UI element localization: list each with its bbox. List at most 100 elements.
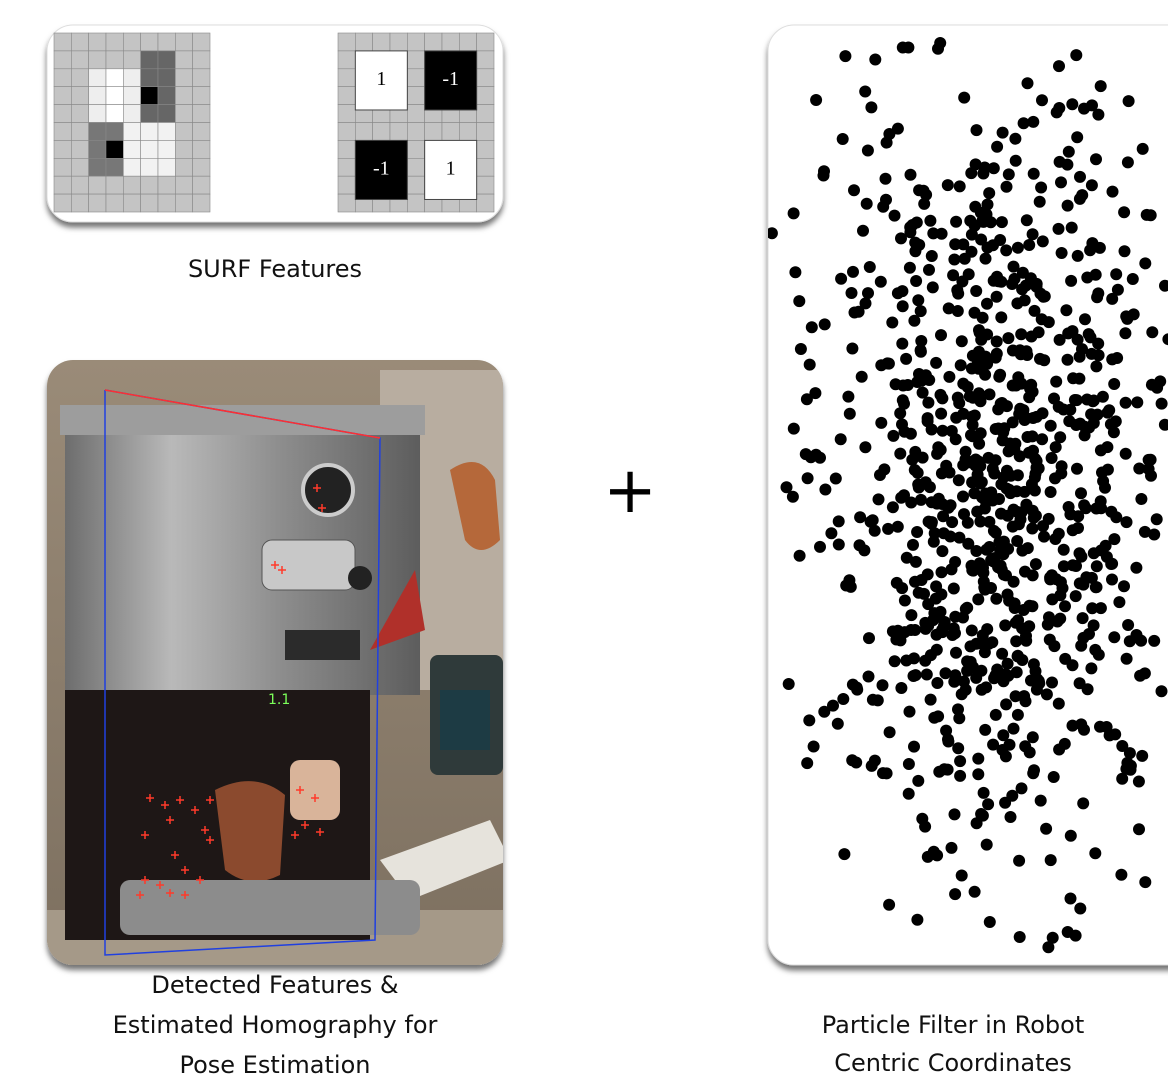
particle (845, 581, 857, 593)
particle (1031, 411, 1043, 423)
particle (1034, 353, 1046, 365)
grid-cell (407, 33, 424, 51)
particle (954, 755, 966, 767)
photo: 1.1 (47, 360, 510, 970)
particle (1071, 131, 1083, 143)
particle (907, 539, 919, 551)
grid-cell (158, 51, 175, 69)
particle (1105, 558, 1117, 570)
particle (1120, 448, 1132, 460)
particle (904, 262, 916, 274)
particle (1045, 486, 1057, 498)
particle (863, 632, 875, 644)
grid-cell (425, 123, 442, 141)
particle (915, 346, 927, 358)
particle (1074, 577, 1086, 589)
particle (1022, 542, 1034, 554)
particle (956, 870, 968, 882)
particle (952, 288, 964, 300)
particle (919, 655, 931, 667)
particle (1137, 143, 1149, 155)
grid-cell (158, 140, 175, 158)
particle (935, 408, 947, 420)
particle (947, 269, 959, 281)
particle (1090, 153, 1102, 165)
particle (1075, 487, 1087, 499)
particle (1008, 723, 1020, 735)
particle (814, 452, 826, 464)
grid-cell (338, 194, 355, 212)
particle (1045, 420, 1057, 432)
particle (1081, 272, 1093, 284)
grid-cell (193, 51, 210, 69)
grid-cell (175, 69, 192, 87)
particle (1055, 176, 1067, 188)
particle (913, 587, 925, 599)
particle (1118, 580, 1130, 592)
particle (1075, 551, 1087, 563)
particle (753, 681, 765, 693)
particle (1007, 345, 1019, 357)
particle (933, 493, 945, 505)
particle (949, 808, 961, 820)
particle (842, 391, 854, 403)
particle (1046, 677, 1058, 689)
grid-cell (477, 105, 494, 123)
particle (1035, 795, 1047, 807)
particle (1131, 396, 1143, 408)
particle (801, 757, 813, 769)
grid-cell (141, 140, 158, 158)
filter-box-label: 1 (376, 68, 386, 90)
particle (1043, 316, 1055, 328)
particle (896, 285, 908, 297)
grid-cell (425, 33, 442, 51)
particle (978, 357, 990, 369)
particle (1091, 581, 1103, 593)
particle (1078, 499, 1090, 511)
particle (1054, 334, 1066, 346)
particle (984, 388, 996, 400)
grid-cell (141, 69, 158, 87)
particle (1064, 508, 1076, 520)
grid-cell (106, 105, 123, 123)
particle (1095, 602, 1107, 614)
particle (1066, 98, 1078, 110)
particle (882, 523, 894, 535)
grid-cell (175, 51, 192, 69)
particle (1013, 855, 1025, 867)
particle (1062, 200, 1074, 212)
particle (1015, 514, 1027, 526)
particle (1053, 102, 1065, 114)
particle (991, 291, 1003, 303)
grid-cell (123, 51, 140, 69)
grid-cell (193, 123, 210, 141)
particle (992, 275, 1004, 287)
grid-cell (123, 87, 140, 105)
particle (982, 798, 994, 810)
particle (1009, 598, 1021, 610)
particle (990, 593, 1002, 605)
particle (1156, 398, 1168, 410)
particle (889, 210, 901, 222)
particle (924, 215, 936, 227)
particle (897, 380, 909, 392)
particle (1056, 247, 1068, 259)
grid-cell (158, 158, 175, 176)
grid-cell (71, 87, 88, 105)
particle (846, 287, 858, 299)
particle (988, 525, 1000, 537)
particle (883, 358, 895, 370)
particle (987, 739, 999, 751)
particle (1031, 278, 1043, 290)
grid-cell (355, 33, 372, 51)
particle (1101, 441, 1113, 453)
grid-cell (106, 87, 123, 105)
particle (954, 770, 966, 782)
particle (810, 94, 822, 106)
particle (1113, 596, 1125, 608)
particle (935, 444, 947, 456)
grid-cell (123, 33, 140, 51)
particle (1091, 560, 1103, 572)
particle (847, 266, 859, 278)
particle (1013, 408, 1025, 420)
